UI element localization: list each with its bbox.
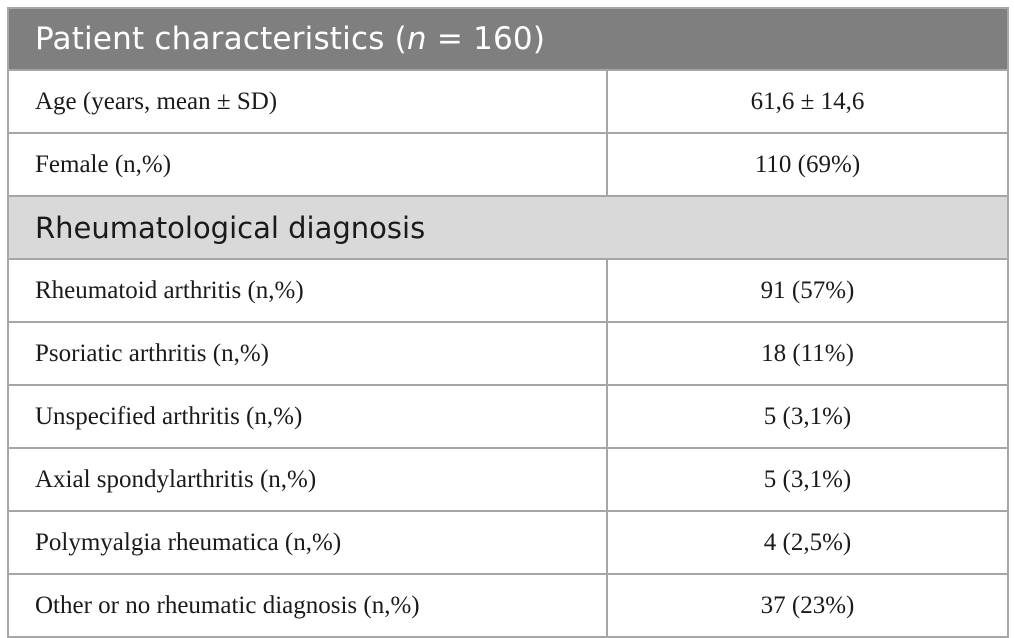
row-label: Other or no rheumatic diagnosis (n,%) bbox=[7, 573, 608, 638]
row-label: Age (years, mean ± SD) bbox=[7, 69, 608, 134]
table-row: Rheumatoid arthritis (n,%) 91 (57%) bbox=[7, 258, 1010, 323]
table-title-row: Patient characteristics (n = 160) bbox=[6, 7, 1010, 71]
table-row: Polymyalgia rheumatica (n,%) 4 (2,5%) bbox=[7, 510, 1010, 575]
title-n-symbol: n bbox=[406, 21, 427, 57]
table-row: Unspecified arthritis (n,%) 5 (3,1%) bbox=[7, 384, 1010, 449]
table-title: Patient characteristics (n = 160) bbox=[6, 7, 1010, 71]
section-heading: Rheumatological diagnosis bbox=[6, 195, 1010, 260]
patient-characteristics-table: Patient characteristics (n = 160) Age (y… bbox=[6, 7, 1010, 638]
table-row: Female (n,%) 110 (69%) bbox=[7, 132, 1010, 197]
table-row: Other or no rheumatic diagnosis (n,%) 37… bbox=[7, 573, 1010, 638]
section-heading-row: Rheumatological diagnosis bbox=[6, 195, 1010, 260]
table-row: Axial spondylarthritis (n,%) 5 (3,1%) bbox=[7, 447, 1010, 512]
row-label: Polymyalgia rheumatica (n,%) bbox=[7, 510, 608, 575]
title-prefix: Patient characteristics ( bbox=[35, 21, 407, 57]
row-value: 4 (2,5%) bbox=[605, 510, 1010, 575]
row-label: Psoriatic arthritis (n,%) bbox=[7, 321, 608, 386]
row-label: Axial spondylarthritis (n,%) bbox=[7, 447, 608, 512]
row-value: 5 (3,1%) bbox=[605, 447, 1010, 512]
row-label: Unspecified arthritis (n,%) bbox=[7, 384, 608, 449]
row-value: 61,6 ± 14,6 bbox=[605, 69, 1010, 134]
row-label: Rheumatoid arthritis (n,%) bbox=[7, 258, 608, 323]
row-value: 5 (3,1%) bbox=[605, 384, 1010, 449]
row-value: 110 (69%) bbox=[605, 132, 1010, 197]
table-row: Psoriatic arthritis (n,%) 18 (11%) bbox=[7, 321, 1010, 386]
row-value: 37 (23%) bbox=[605, 573, 1010, 638]
row-value: 91 (57%) bbox=[605, 258, 1010, 323]
table-row: Age (years, mean ± SD) 61,6 ± 14,6 bbox=[7, 69, 1010, 134]
row-value: 18 (11%) bbox=[605, 321, 1010, 386]
row-label: Female (n,%) bbox=[7, 132, 608, 197]
title-suffix: = 160) bbox=[426, 21, 546, 57]
